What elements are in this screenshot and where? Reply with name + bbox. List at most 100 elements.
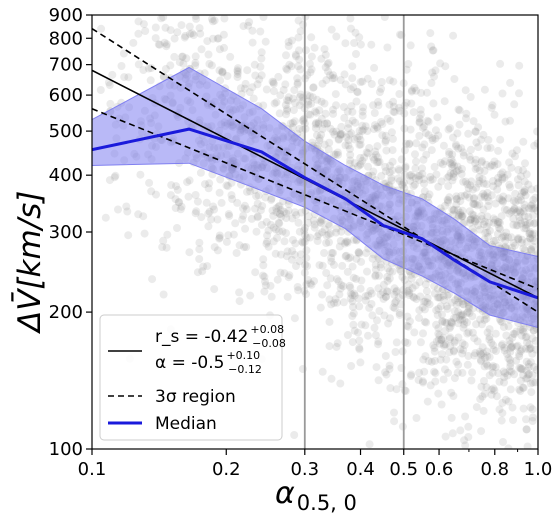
- scatter-point: [468, 328, 477, 337]
- scatter-point: [355, 343, 364, 352]
- scatter-point: [217, 198, 226, 207]
- scatter-point: [415, 176, 424, 184]
- scatter-point: [501, 232, 510, 241]
- scatter-point: [510, 205, 519, 214]
- scatter-point: [382, 370, 391, 379]
- scatter-point: [522, 170, 531, 179]
- scatter-point: [503, 371, 512, 380]
- scatter-point: [430, 72, 438, 81]
- scatter-point: [326, 274, 335, 283]
- scatter-point: [431, 134, 440, 143]
- scatter-point: [485, 353, 494, 362]
- scatter-point: [281, 101, 290, 110]
- scatter-point: [500, 346, 509, 355]
- scatter-point: [387, 128, 396, 137]
- scatter-point: [456, 208, 465, 217]
- scatter-point: [412, 295, 421, 304]
- scatter-point: [422, 150, 431, 159]
- scatter-point: [430, 289, 439, 298]
- scatter-point: [495, 405, 504, 414]
- scatter-point: [517, 365, 526, 374]
- scatter-point: [526, 344, 535, 353]
- scatter-point: [438, 287, 447, 295]
- scatter-point: [527, 247, 536, 256]
- scatter-point: [428, 136, 437, 145]
- scatter-point: [349, 302, 357, 311]
- scatter-point: [477, 156, 486, 165]
- scatter-point: [495, 219, 504, 227]
- scatter-point: [452, 357, 461, 366]
- scatter-point: [354, 162, 362, 171]
- scatter-point: [382, 292, 390, 301]
- scatter-point: [241, 224, 250, 233]
- scatter-point: [332, 228, 340, 237]
- scatter-point: [491, 236, 500, 245]
- scatter-point: [402, 65, 411, 74]
- scatter-point: [369, 167, 378, 176]
- scatter-point: [375, 271, 383, 280]
- scatter-point: [307, 280, 316, 289]
- scatter-point: [207, 215, 216, 224]
- scatter-point: [431, 377, 440, 386]
- scatter-point: [525, 340, 534, 349]
- scatter-point: [527, 185, 536, 194]
- scatter-point: [379, 288, 387, 297]
- scatter-point: [474, 221, 483, 230]
- scatter-point: [447, 413, 456, 422]
- scatter-point: [495, 194, 504, 203]
- scatter-point: [526, 227, 534, 236]
- scatter-point: [283, 104, 291, 113]
- scatter-point: [496, 317, 505, 325]
- scatter-point: [257, 48, 266, 57]
- scatter-point: [485, 226, 494, 235]
- scatter-point: [290, 117, 299, 126]
- scatter-point: [446, 158, 455, 167]
- scatter-point: [483, 193, 492, 202]
- scatter-point: [269, 223, 278, 232]
- scatter-point: [222, 237, 231, 246]
- scatter-point: [359, 103, 368, 112]
- scatter-point: [471, 217, 480, 226]
- scatter-point: [354, 248, 363, 257]
- scatter-point: [327, 253, 336, 262]
- scatter-point: [398, 181, 407, 189]
- scatter-point: [243, 66, 252, 75]
- scatter-point: [520, 187, 529, 196]
- scatter-point: [446, 342, 455, 351]
- scatter-point: [318, 261, 327, 270]
- scatter-point: [449, 206, 458, 215]
- scatter-point: [321, 63, 330, 72]
- scatter-point: [378, 131, 387, 140]
- scatter-point: [152, 190, 160, 199]
- scatter-point: [494, 173, 503, 182]
- scatter-point: [178, 52, 186, 61]
- scatter-point: [271, 249, 280, 258]
- scatter-point: [239, 204, 247, 213]
- scatter-point: [424, 117, 433, 126]
- scatter-point: [324, 230, 333, 239]
- scatter-point: [430, 347, 439, 356]
- scatter-point: [523, 442, 532, 449]
- scatter-point: [452, 142, 461, 151]
- scatter-point: [490, 110, 499, 119]
- scatter-point: [415, 313, 423, 322]
- scatter-point: [350, 289, 359, 298]
- scatter-point: [477, 350, 486, 359]
- scatter-point: [369, 153, 378, 162]
- scatter-point: [533, 249, 538, 258]
- scatter-point: [494, 179, 502, 188]
- scatter-point: [471, 200, 479, 209]
- scatter-point: [484, 218, 493, 227]
- scatter-point: [261, 37, 270, 46]
- scatter-point: [485, 371, 494, 380]
- scatter-point: [458, 310, 467, 319]
- scatter-point: [173, 185, 182, 194]
- scatter-point: [348, 297, 357, 306]
- scatter-point: [477, 212, 486, 220]
- scatter-point: [327, 257, 336, 266]
- scatter-point: [381, 136, 390, 145]
- scatter-point: [491, 329, 500, 338]
- scatter-point: [315, 136, 324, 145]
- scatter-point: [377, 118, 386, 126]
- scatter-point: [524, 370, 533, 379]
